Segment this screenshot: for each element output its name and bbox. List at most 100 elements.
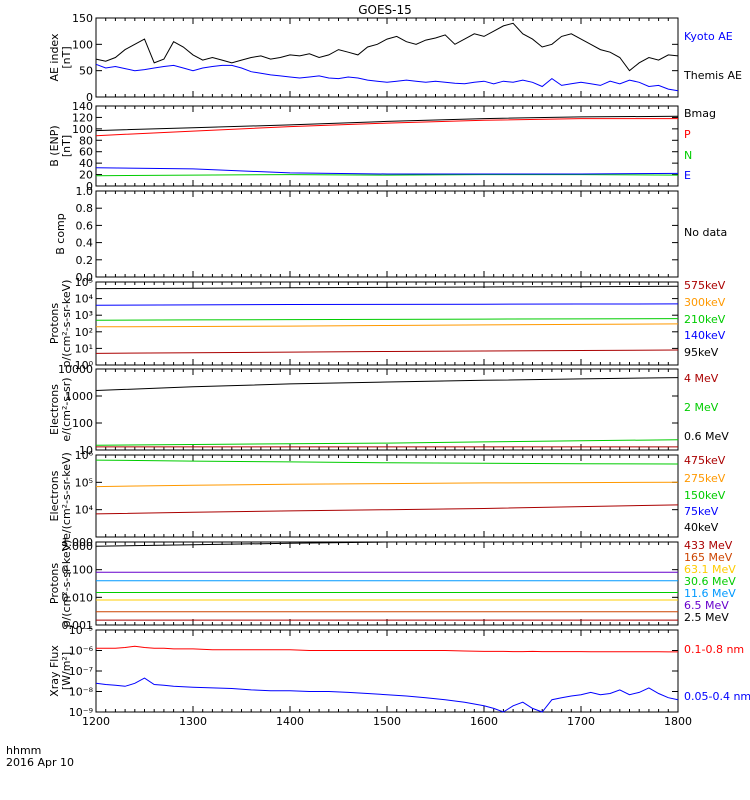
- y-axis-label: AE index: [48, 33, 61, 82]
- y-axis-label: B comp: [54, 213, 67, 255]
- series-0-05-0-4-nm: [95, 677, 679, 713]
- y-axis-label: [W/m²]: [60, 652, 73, 690]
- x-tick-label: 1500: [373, 715, 401, 728]
- series-p: [95, 118, 678, 137]
- legend-label: P: [684, 128, 691, 141]
- legend-label: N: [684, 149, 692, 162]
- legend-label: 2 MeV: [684, 401, 719, 414]
- y-tick-label: 10⁵: [75, 476, 93, 489]
- legend-label: 0.1-0.8 nm: [684, 643, 744, 656]
- y-tick-label: 0.001: [62, 619, 94, 632]
- legend-label: E: [684, 169, 691, 182]
- panel-frame: [95, 629, 679, 713]
- legend-label: 0.05-0.4 nm: [684, 690, 750, 703]
- y-axis-label: e/(cm²-s-sr-keV): [60, 452, 73, 540]
- series-bmag: [95, 115, 679, 132]
- panel-frame: [95, 190, 679, 278]
- y-tick-label: 60: [79, 146, 93, 159]
- y-tick-label: 10⁵: [75, 276, 93, 289]
- x-axis-label-date: 2016 Apr 10: [6, 756, 74, 769]
- legend-label: 300keV: [684, 296, 726, 309]
- legend-label: No data: [684, 226, 727, 239]
- y-tick-label: 10¹: [75, 342, 93, 355]
- y-tick-label: 10⁴: [75, 293, 94, 306]
- panel-bcomp: 0.0 0.2 0.4 0.6 0.8 1.0 B comp No data: [54, 185, 727, 284]
- y-tick-label: 1000: [65, 390, 93, 403]
- series-275kev: [95, 481, 679, 488]
- series-140kev: [95, 303, 679, 306]
- series-300kev: [95, 323, 679, 328]
- legend-label: 150keV: [684, 489, 726, 502]
- series-0-1-0-8-nm: [96, 645, 678, 653]
- y-tick-label: 10: [79, 444, 93, 457]
- panel-electrons1: 10 100 1000 10000 Electrons e/(cm²-s-sr) 4 MeV…: [48, 363, 729, 457]
- legend-label: 30.6 MeV: [684, 575, 736, 588]
- y-tick-label: 0.2: [76, 254, 94, 267]
- y-tick-label: 1.0: [76, 185, 94, 198]
- series-575kev: [95, 349, 679, 354]
- legend-label: 6.5 MeV: [684, 599, 729, 612]
- x-tick-label: 1600: [470, 715, 498, 728]
- series-95kev: [95, 285, 679, 290]
- y-tick-label: 10⁶: [75, 449, 94, 462]
- panel-electrons2: 10⁴ 10⁵ 10⁶ Electrons e/(cm²-s-sr-keV) 475keV…: [48, 449, 726, 540]
- legend-label: 0.6 MeV: [684, 430, 729, 443]
- y-axis-label: Protons: [48, 563, 61, 604]
- panel-xray: 10⁻⁹ 10⁻⁸ 10⁻⁷ 10⁻⁶ 10⁻⁵ Xray Flux [W/m²] 0.1-0…: [48, 624, 750, 719]
- legend-label: 75keV: [684, 505, 719, 518]
- plot-title: GOES-15: [358, 3, 412, 17]
- y-tick-label: 140: [72, 100, 93, 113]
- legend-label: 433 MeV: [684, 539, 733, 552]
- y-tick-label: 80: [79, 134, 93, 147]
- y-tick-label: 0.4: [76, 237, 94, 250]
- legend-label: 11.6 MeV: [684, 587, 736, 600]
- legend-label: 4 MeV: [684, 372, 719, 385]
- series-themis-ae: [95, 22, 679, 72]
- x-axis-label-hhmm: hhmm: [6, 744, 41, 757]
- series-150kev: [95, 459, 679, 465]
- y-tick-label: 10⁻⁷: [69, 665, 93, 678]
- legend-label: Kyoto AE: [684, 30, 733, 43]
- y-tick-label: 10⁻⁹: [69, 706, 93, 719]
- panel-frame: [95, 454, 679, 538]
- series-2-5-mev: [95, 541, 678, 547]
- y-tick-label: 10³: [75, 309, 93, 322]
- y-tick-label: 40: [79, 157, 93, 170]
- series-210kev: [95, 318, 679, 321]
- y-axis-label: [nT]: [60, 135, 73, 157]
- y-tick-label: 0: [86, 180, 93, 193]
- x-tick-label: 1800: [664, 715, 692, 728]
- y-tick-label: 10000: [58, 363, 93, 376]
- panel-frame: [95, 368, 679, 451]
- panel-ae: 0 50 100 150 AE index [nT] Kyoto AE Themis AE: [48, 12, 742, 104]
- legend-label: 40keV: [684, 521, 719, 534]
- legend-label: 63.1 MeV: [684, 563, 736, 576]
- y-tick-label: 0.8: [76, 202, 94, 215]
- panel-frame: [95, 17, 679, 98]
- y-tick-label: 10⁻⁸: [69, 686, 94, 699]
- y-axis-label: p/(cm²-s-sr-keV): [60, 280, 73, 368]
- y-tick-label: 10⁻⁵: [69, 624, 93, 637]
- y-tick-label: 10²: [75, 326, 93, 339]
- legend-label: 575keV: [684, 279, 726, 292]
- panel-protons1: 10⁰ 10¹ 10² 10³ 10⁴ 10⁵ Protons p/(cm²-s-sr-keV…: [48, 276, 726, 372]
- y-tick-label: 100: [72, 38, 93, 51]
- y-tick-label: 150: [72, 12, 93, 25]
- legend-label: 475keV: [684, 454, 726, 467]
- series-2-mev: [95, 439, 679, 446]
- y-axis-label: Electrons: [48, 384, 61, 435]
- legend-label: 275keV: [684, 472, 726, 485]
- y-axis-label: p/(cm²-s-sr-keV): [60, 540, 73, 628]
- y-tick-label: 0.100: [62, 564, 94, 577]
- x-tick-label: 1200: [82, 715, 110, 728]
- legend-label: Themis AE: [683, 69, 742, 82]
- y-tick-label: 100: [72, 417, 93, 430]
- y-tick-label: 20: [79, 169, 93, 182]
- series-n: [95, 174, 679, 177]
- y-axis-label: e/(cm²-s-sr): [60, 377, 73, 441]
- series-0-6-mev: [95, 377, 679, 391]
- legend-label: 210keV: [684, 313, 726, 326]
- x-tick-label: 1400: [276, 715, 304, 728]
